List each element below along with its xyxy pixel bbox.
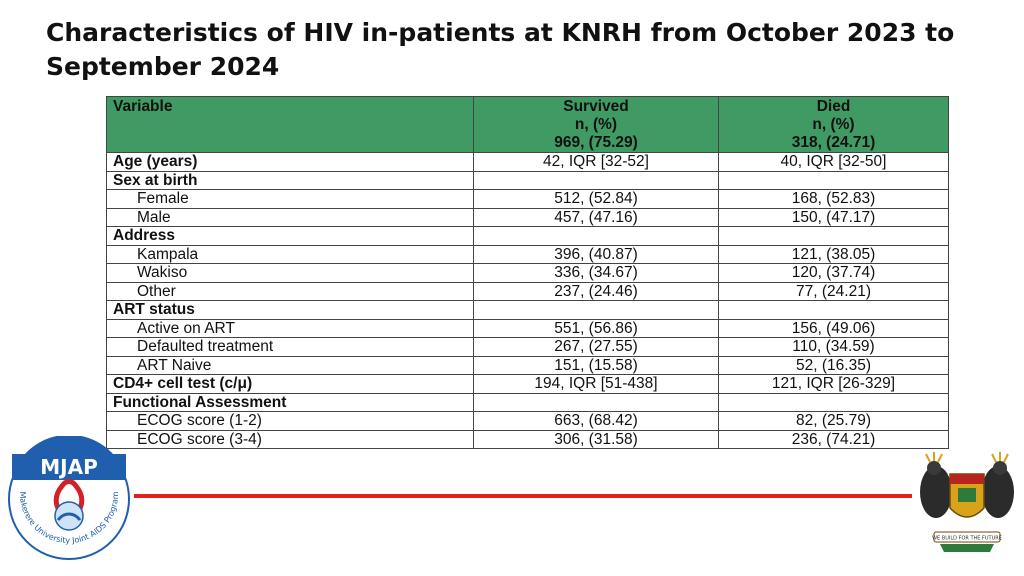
table-row: ART Naive 151, (15.58) 52, (16.35) — [106, 355, 949, 375]
table-row: Sex at birth — [106, 170, 949, 190]
table-row: ART status — [106, 300, 949, 320]
red-divider-line — [134, 494, 912, 498]
row-label: Female — [106, 189, 474, 209]
header-died-line-2: n, (%) — [812, 116, 855, 133]
row-survived-value: 457, (47.16) — [473, 207, 719, 227]
mjap-acronym: MJAP — [40, 455, 97, 479]
row-label: Wakiso — [106, 263, 474, 283]
coat-of-arms-motto: WE BUILD FOR THE FUTURE — [932, 536, 1002, 542]
row-label: Male — [106, 207, 474, 227]
header-survived-line-2: n, (%) — [574, 116, 618, 133]
row-label: Age (years) — [106, 152, 474, 172]
table-row: Female 512, (52.84) 168, (52.83) — [106, 189, 949, 209]
row-survived-value — [473, 300, 719, 320]
row-survived-value — [473, 170, 719, 190]
slide-title: Characteristics of HIV in-patients at KN… — [46, 16, 996, 84]
row-survived-value: 42, IQR [32-52] — [473, 152, 719, 172]
row-label: Other — [106, 281, 474, 301]
row-died-value — [718, 170, 949, 190]
table-row: Male 457, (47.16) 150, (47.17) — [106, 207, 949, 227]
table-row: Kampala 396, (40.87) 121, (38.05) — [106, 244, 949, 264]
title-line-2: September 2024 — [46, 52, 280, 81]
row-died-value: 110, (34.59) — [718, 337, 949, 357]
table-header-row: Variable Survived n, (%) 969, (75.29) Di… — [106, 96, 949, 153]
row-survived-value — [473, 226, 719, 246]
row-died-value: 82, (25.79) — [718, 411, 949, 431]
row-survived-value: 396, (40.87) — [473, 244, 719, 264]
row-label: Active on ART — [106, 318, 474, 338]
table-row: Functional Assessment — [106, 392, 949, 412]
row-survived-value: 336, (34.67) — [473, 263, 719, 283]
row-died-value: 156, (49.06) — [718, 318, 949, 338]
header-survived-line-3: 969, (75.29) — [554, 134, 638, 151]
row-died-value: 168, (52.83) — [718, 189, 949, 209]
table-row: Other 237, (24.46) 77, (24.21) — [106, 281, 949, 301]
row-died-value — [718, 392, 949, 412]
header-variable: Variable — [106, 96, 474, 153]
row-label: ECOG score (3-4) — [106, 429, 474, 449]
header-died-line-1: Died — [816, 98, 851, 115]
row-survived-value: 151, (15.58) — [473, 355, 719, 375]
row-survived-value: 512, (52.84) — [473, 189, 719, 209]
header-died: Died n, (%) 318, (24.71) — [718, 96, 949, 153]
row-died-value: 121, (38.05) — [718, 244, 949, 264]
characteristics-table: Variable Survived n, (%) 969, (75.29) Di… — [106, 96, 949, 449]
table-row: ECOG score (3-4) 306, (31.58) 236, (74.21) — [106, 429, 949, 449]
row-survived-value: 194, IQR [51-438] — [473, 374, 719, 394]
row-died-value: 120, (37.74) — [718, 263, 949, 283]
title-line-1: Characteristics of HIV in-patients at KN… — [46, 18, 955, 47]
header-died-line-3: 318, (24.71) — [791, 134, 876, 151]
table-row: Age (years) 42, IQR [32-52] 40, IQR [32-50… — [106, 152, 949, 172]
row-survived-value: 663, (68.42) — [473, 411, 719, 431]
row-label: ART Naive — [106, 355, 474, 375]
makerere-coat-of-arms: WE BUILD FOR THE FUTURE — [920, 452, 1014, 552]
table-row: Address — [106, 226, 949, 246]
row-survived-value: 237, (24.46) — [473, 281, 719, 301]
row-died-value: 121, IQR [26-329] — [718, 374, 949, 394]
table-row: ECOG score (1-2) 663, (68.42) 82, (25.79) — [106, 411, 949, 431]
row-survived-value: 267, (27.55) — [473, 337, 719, 357]
row-died-value: 77, (24.21) — [718, 281, 949, 301]
row-died-value: 236, (74.21) — [718, 429, 949, 449]
table-body: Age (years) 42, IQR [32-52] 40, IQR [32-50… — [106, 152, 949, 449]
row-survived-value — [473, 392, 719, 412]
header-survived: Survived n, (%) 969, (75.29) — [473, 96, 719, 153]
row-label: CD4+ cell test (c/μ) — [106, 374, 474, 394]
row-died-value: 150, (47.17) — [718, 207, 949, 227]
row-survived-value: 551, (56.86) — [473, 318, 719, 338]
table-row: Wakiso 336, (34.67) 120, (37.74) — [106, 263, 949, 283]
header-survived-line-1: Survived — [563, 98, 629, 115]
row-label: Defaulted treatment — [106, 337, 474, 357]
table-row: CD4+ cell test (c/μ) 194, IQR [51-438] 121… — [106, 374, 949, 394]
table-row: Defaulted treatment 267, (27.55) 110, (34.… — [106, 337, 949, 357]
table-row: Active on ART 551, (56.86) 156, (49.06) — [106, 318, 949, 338]
row-label: Kampala — [106, 244, 474, 264]
row-died-value: 40, IQR [32-50] — [718, 152, 949, 172]
row-label: Sex at birth — [106, 170, 474, 190]
row-died-value: 52, (16.35) — [718, 355, 949, 375]
row-label: Functional Assessment — [106, 392, 474, 412]
row-label: ART status — [106, 300, 474, 320]
row-label: Address — [106, 226, 474, 246]
row-label: ECOG score (1-2) — [106, 411, 474, 431]
row-survived-value: 306, (31.58) — [473, 429, 719, 449]
row-died-value — [718, 300, 949, 320]
mjap-logo: MJAP Makerere University Joint AIDS Prog… — [8, 436, 130, 560]
characteristics-table-container: Variable Survived n, (%) 969, (75.29) Di… — [106, 96, 949, 449]
row-died-value — [718, 226, 949, 246]
